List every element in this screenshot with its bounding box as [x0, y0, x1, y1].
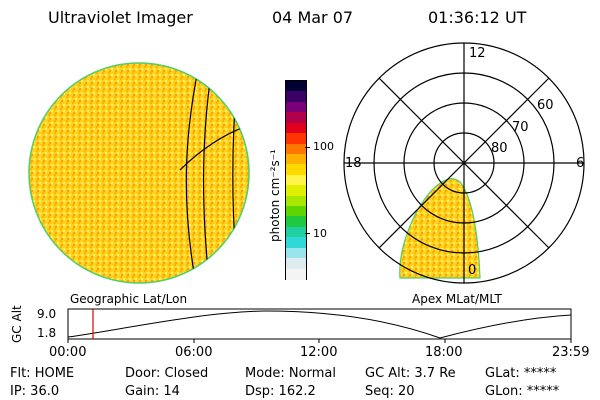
colorbar-tick-10: [305, 233, 310, 234]
altitude-xtick-4: 23:59: [552, 345, 590, 360]
mlt-label-18: 18: [345, 156, 362, 171]
colorbar-segment: [286, 164, 306, 176]
earth-disc: [28, 62, 250, 284]
mlt-label-12: 12: [469, 46, 486, 61]
altitude-curve: [67, 310, 572, 339]
status-seq: Seq: 20: [365, 384, 415, 399]
altitude-ytick-high: 9.0: [37, 307, 57, 321]
colorbar-segment: [286, 153, 306, 165]
status-mode: Mode: Normal: [245, 366, 336, 381]
altitude-xtick-0: 00:00: [49, 345, 87, 360]
colorbar-segment: [286, 81, 306, 93]
colorbar-tick-100: [305, 147, 310, 148]
apex-caption: Apex MLat/MLT: [412, 292, 502, 306]
colorbar-segment: [286, 174, 306, 186]
colorbar-segment: [286, 133, 306, 145]
colorbar-label-100: 100: [313, 140, 334, 153]
status-filter: Flt: HOME: [10, 366, 75, 381]
colorbar-segment: [286, 258, 306, 270]
status-ip: IP: 36.0: [10, 384, 60, 399]
status-door: Door: Closed: [125, 366, 209, 381]
mlt-label-0: 0: [468, 263, 477, 278]
altitude-ylabel: GC Alt: [10, 305, 24, 343]
geo-caption: Geographic Lat/Lon: [70, 292, 188, 306]
colorbar-label-10: 10: [313, 227, 327, 240]
app-title: Ultraviolet Imager: [48, 8, 193, 27]
colorbar-segment: [286, 226, 306, 238]
status-gain: Gain: 14: [125, 384, 180, 399]
status-dsp: Dsp: 162.2: [245, 384, 316, 399]
lat-label-60: 60: [537, 98, 554, 113]
image-date: 04 Mar 07: [272, 8, 354, 27]
colorbar-segment: [286, 247, 306, 259]
colorbar-segment: [286, 112, 306, 124]
altitude-xtick-1: 06:00: [175, 345, 213, 360]
status-glon: GLon: *****: [485, 384, 560, 399]
altitude-xtick-2: 12:00: [300, 345, 338, 360]
mlt-label-6: 6: [576, 156, 585, 171]
colorbar-segment: [286, 91, 306, 103]
status-gc-alt: GC Alt: 3.7 Re: [365, 366, 456, 381]
status-glat: GLat: *****: [485, 366, 557, 381]
altitude-ytick-low: 1.8: [37, 326, 57, 340]
colorbar-segment: [286, 206, 306, 218]
image-time: 01:36:12 UT: [428, 8, 527, 27]
apex-polar-plot: [343, 42, 585, 284]
altitude-xtick-3: 18:00: [425, 345, 463, 360]
colorbar-segment: [286, 195, 306, 207]
colorbar: [285, 80, 307, 280]
colorbar-segment: [286, 237, 306, 249]
colorbar-segment: [286, 143, 306, 155]
lat-label-70: 70: [512, 120, 529, 135]
colorbar-segment: [286, 122, 306, 134]
colorbar-segment: [286, 268, 306, 280]
colorbar-segment: [286, 185, 306, 197]
colorbar-segment: [286, 216, 306, 228]
colorbar-segment: [286, 101, 306, 113]
lat-label-80: 80: [491, 141, 508, 156]
